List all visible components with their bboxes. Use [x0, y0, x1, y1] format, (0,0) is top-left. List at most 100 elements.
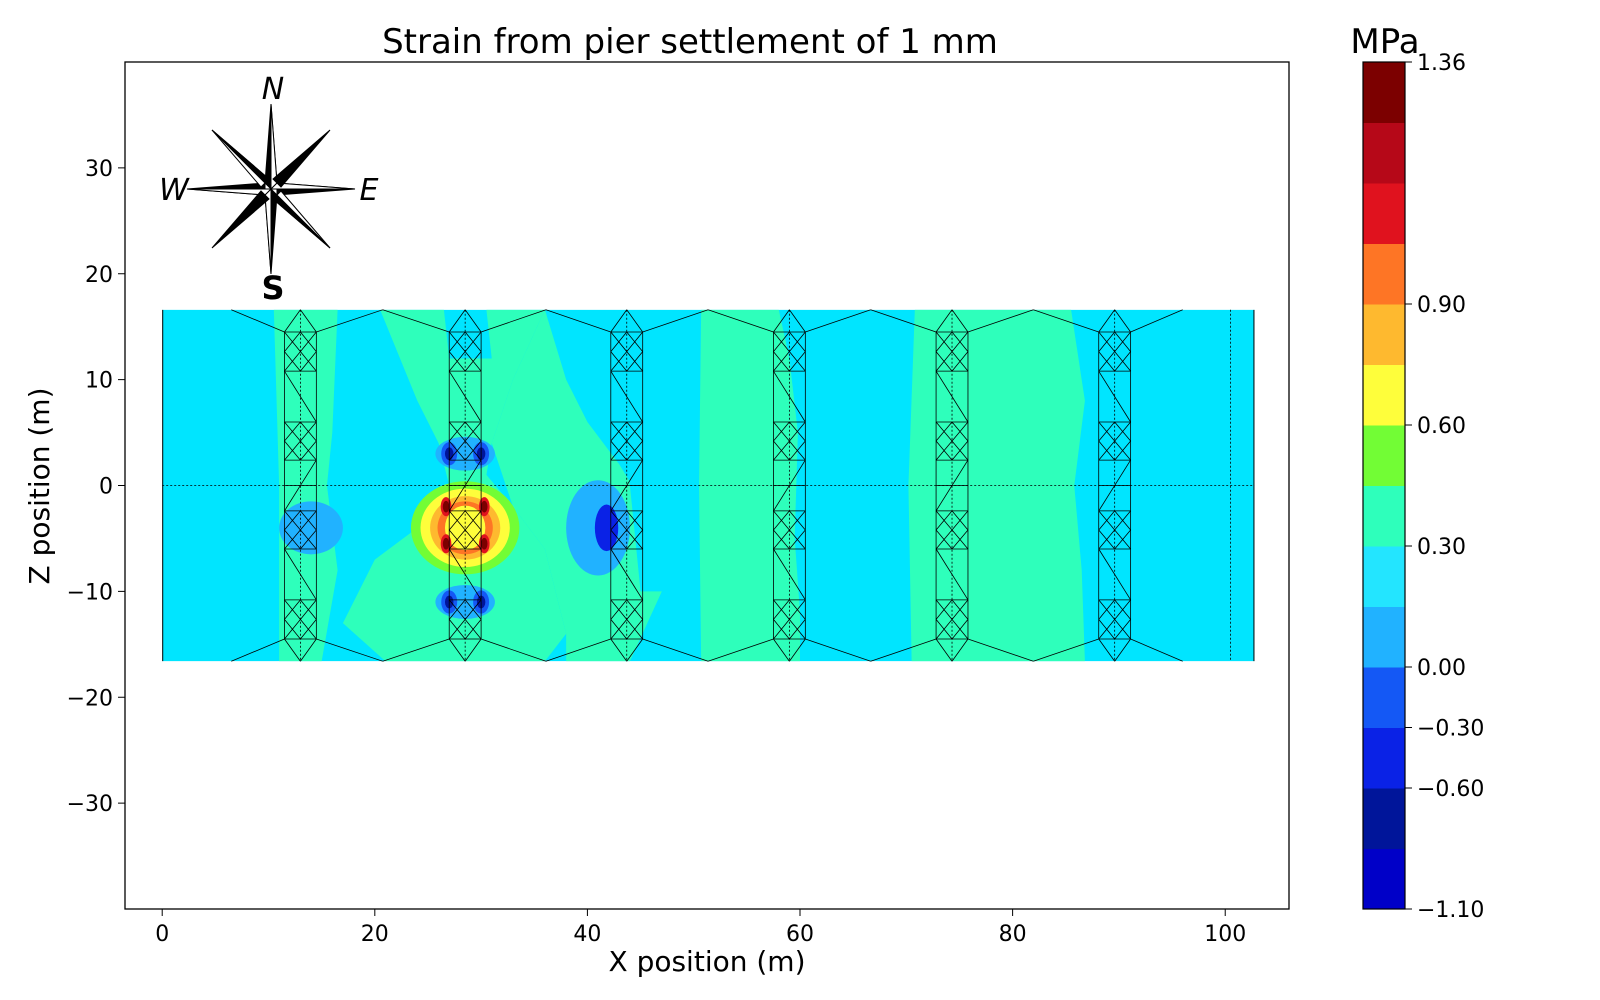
structure-member	[773, 370, 806, 423]
deck-chord	[642, 638, 709, 662]
structure-member	[610, 510, 643, 550]
deck-chord	[231, 309, 285, 333]
structure-member	[464, 638, 482, 662]
deck-chord	[382, 309, 450, 333]
strain-peak-core	[442, 537, 450, 550]
positive-strain-band	[491, 309, 662, 662]
colorbar-band	[1363, 667, 1405, 728]
structure-member	[773, 421, 790, 442]
structure-member	[610, 510, 628, 531]
colorbar-tick-label: −0.60	[1417, 777, 1484, 802]
structure-member	[448, 421, 482, 461]
colorbar-tick-label: 0.00	[1417, 656, 1466, 681]
structure-member	[448, 638, 466, 662]
structure-member	[626, 309, 644, 333]
x-axis-label: X position (m)	[608, 945, 805, 978]
structure-member	[1098, 638, 1115, 662]
y-tick-label: −20	[67, 686, 113, 711]
structure-member	[951, 619, 969, 640]
structure-member	[610, 529, 628, 550]
structure-member	[300, 331, 317, 352]
structure-member	[789, 331, 806, 352]
structure-member	[951, 440, 969, 461]
structure-member	[789, 529, 806, 550]
structure-member	[951, 638, 969, 662]
compass-north-label: N	[262, 72, 284, 107]
structure-member	[448, 619, 466, 640]
colorbar-band	[1363, 122, 1405, 184]
plot-area: 0 20 40 60 80 100 −30 −20 −10 0 10 20 30	[67, 61, 1290, 947]
structure-member	[1098, 309, 1115, 333]
deck-chord	[231, 638, 285, 662]
structure-member	[935, 309, 953, 333]
structure-member	[610, 351, 628, 372]
compass-rose-icon	[186, 103, 356, 275]
structure-member	[284, 421, 317, 461]
structure-member	[284, 599, 301, 620]
colorbar-tick-label: 0.60	[1417, 414, 1466, 439]
colorbar-band	[1363, 788, 1405, 849]
structure-member	[464, 309, 482, 333]
strain-peak-core	[481, 500, 488, 513]
x-tick-label: 100	[1204, 922, 1246, 947]
y-tick-label: 0	[99, 475, 113, 500]
structure-member	[284, 331, 301, 352]
structure-member	[300, 599, 317, 620]
colorbar-tick-label: 1.36	[1417, 51, 1466, 76]
structure-member	[1098, 459, 1131, 512]
structure-member	[1114, 529, 1131, 550]
structure-member	[951, 421, 969, 442]
structure-member	[1098, 331, 1115, 352]
structure-member	[1098, 370, 1131, 423]
structure-member	[935, 599, 953, 620]
structure-member	[1098, 421, 1131, 461]
structure-member	[773, 440, 790, 461]
structure-member	[610, 331, 643, 372]
structure-member	[626, 440, 643, 461]
positive-strain-band	[699, 309, 801, 662]
structure-member	[1098, 619, 1115, 640]
x-tick-label: 20	[361, 922, 389, 947]
structure-member	[951, 599, 969, 620]
colorbar-band	[1363, 425, 1405, 486]
colorbar-band	[1363, 62, 1405, 123]
structure-member	[284, 548, 317, 601]
structure-member	[773, 459, 806, 512]
structure-member	[773, 309, 790, 333]
deck-chord	[1033, 309, 1099, 333]
structure-member	[464, 351, 482, 372]
structure-member	[935, 459, 969, 512]
structure-member	[300, 440, 317, 461]
colorbar-band	[1363, 727, 1405, 789]
structure-member	[935, 421, 953, 442]
structure-member	[626, 599, 643, 620]
deck-chord	[1130, 638, 1183, 662]
structure-member	[1098, 529, 1115, 550]
structure-member	[626, 421, 643, 442]
y-axis-label: Z position (m)	[23, 387, 56, 584]
structure-member	[773, 638, 790, 662]
bridge-structure-wireframe	[162, 309, 1255, 662]
colorbar-band	[1363, 546, 1405, 607]
colorbar-band	[1363, 304, 1405, 365]
structure-member	[773, 351, 790, 372]
structure-member	[935, 440, 953, 461]
colorbar-tick-label: 0.90	[1417, 293, 1466, 318]
structure-member	[1098, 548, 1131, 601]
structure-member	[773, 619, 790, 640]
colorbar-bands	[1363, 62, 1405, 910]
strain-peak-core	[481, 537, 488, 550]
deck-chord	[316, 309, 383, 333]
structure-member	[448, 370, 482, 423]
deck-chord	[870, 638, 937, 662]
colorbar-band	[1363, 243, 1405, 305]
structure-member	[1114, 599, 1131, 620]
structure-member	[284, 529, 301, 550]
structure-member	[448, 510, 482, 550]
structure-member	[1114, 331, 1131, 352]
deck-chord	[805, 309, 871, 333]
structure-member	[284, 599, 317, 640]
y-tick-label: −10	[67, 580, 113, 605]
colorbar-band	[1363, 606, 1405, 668]
x-tick-label: 80	[999, 922, 1027, 947]
